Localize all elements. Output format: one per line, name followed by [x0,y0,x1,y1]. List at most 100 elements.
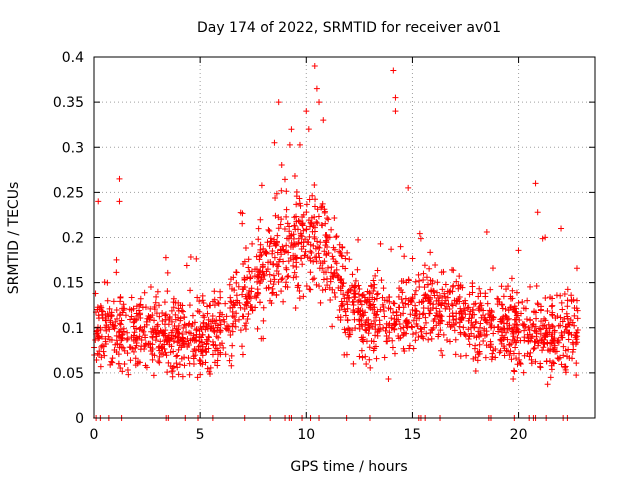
data-point [251,273,258,280]
data-point [315,250,322,257]
data-point [436,314,443,321]
data-point [399,299,406,306]
data-point [320,117,327,124]
data-point [427,249,434,256]
data-point [121,361,128,368]
data-point [316,244,323,251]
data-point [284,235,291,242]
data-point [296,295,303,302]
data-point [308,214,315,221]
data-point [460,300,467,307]
data-point [183,262,190,269]
data-point [336,307,343,314]
data-point [537,363,544,370]
data-point [366,325,373,332]
data-point [190,348,197,355]
data-point [467,308,474,315]
data-point [288,232,295,239]
data-point [283,242,290,249]
data-point [158,349,165,356]
y-axis-label: SRMTID / TECUs [6,182,22,295]
data-point [465,304,472,311]
data-point [374,290,381,297]
data-point [173,360,180,367]
data-point [155,358,162,365]
data-point [344,316,351,323]
data-point [339,283,346,290]
data-point [502,305,509,312]
data-point [177,315,184,322]
data-point [526,326,533,333]
data-point [137,301,144,308]
data-point [196,357,203,364]
data-point [97,363,104,370]
data-point [178,307,185,314]
data-point [275,99,282,106]
data-point [446,288,453,295]
data-point [562,369,569,376]
data-point [309,276,316,283]
data-point [557,314,564,321]
data-point [395,333,402,340]
data-point [214,362,221,369]
data-point [401,253,408,260]
data-point [317,299,324,306]
data-point [535,342,542,349]
data-point [513,339,520,346]
data-point [232,323,239,330]
data-point [564,297,571,304]
y-tick-label: 0.25 [53,185,84,201]
data-point [181,314,188,321]
data-point [292,213,299,220]
data-point [263,250,270,257]
data-point [547,294,554,301]
data-point [185,355,192,362]
data-point [132,317,139,324]
data-point [116,328,123,335]
data-point [412,278,419,285]
data-point [216,317,223,324]
data-point [253,253,260,260]
data-point [283,279,290,286]
data-point [313,281,320,288]
data-point [382,327,389,334]
data-point [149,325,156,332]
data-point [409,255,416,262]
data-point [253,294,260,301]
data-point [182,338,189,345]
data-point [260,276,267,283]
data-point [306,286,313,293]
data-point [156,353,163,360]
data-point [169,373,176,380]
data-point [245,311,252,318]
data-point [384,297,391,304]
data-point [156,359,163,366]
data-point [181,362,188,369]
data-point [339,253,346,260]
data-point [434,279,441,286]
data-point [207,364,214,371]
data-point [354,266,361,273]
data-point [458,310,465,317]
data-point [569,349,576,356]
data-point [437,320,444,327]
data-point [206,302,213,309]
data-point [489,265,496,272]
data-point [306,196,313,203]
data-point [118,344,125,351]
data-point [239,220,246,227]
data-point [372,312,379,319]
data-point [500,325,507,332]
data-point [426,310,433,317]
data-point [391,321,398,328]
data-point [217,288,224,295]
data-point [364,296,371,303]
data-point [405,184,412,191]
data-point [508,275,515,282]
data-point [406,342,413,349]
data-point [242,326,249,333]
data-point [324,215,331,222]
data-point [377,306,384,313]
data-point [396,285,403,292]
data-point [337,249,344,256]
